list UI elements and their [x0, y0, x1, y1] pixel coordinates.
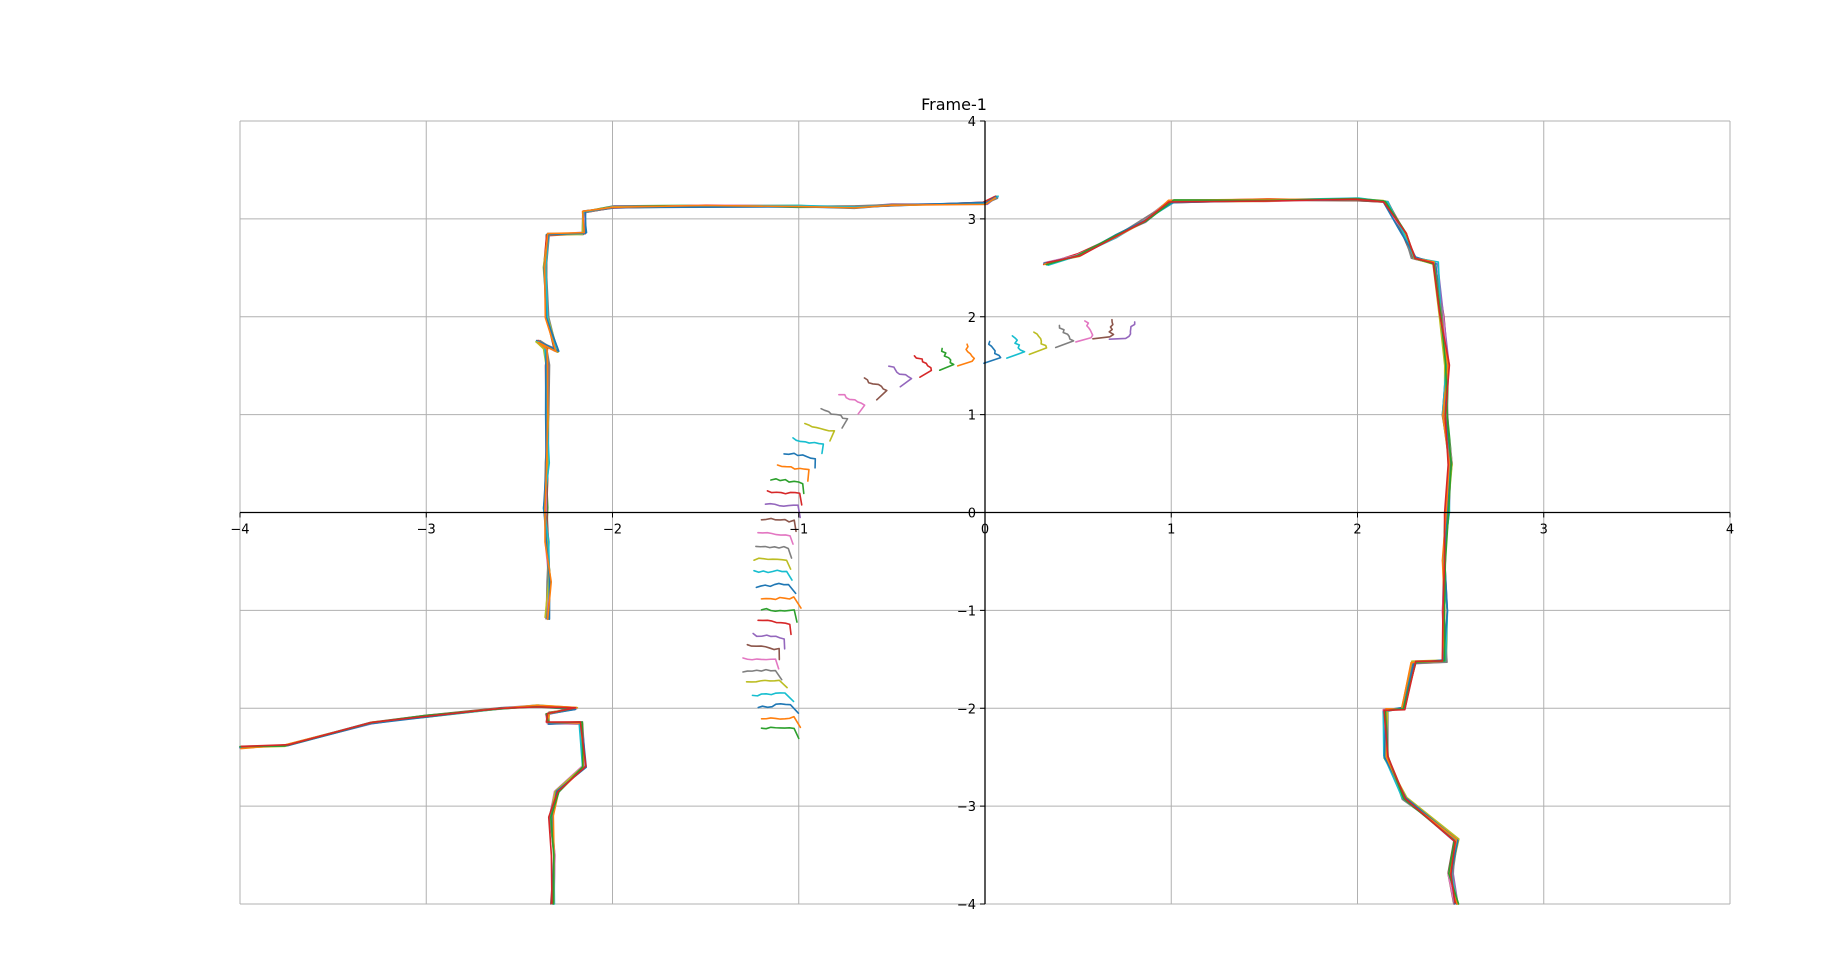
wall-scan-line-1 — [1045, 197, 1460, 905]
wall-scan-line-0 — [537, 197, 997, 621]
y-tick-label: 1 — [968, 409, 976, 424]
y-tick-label: −3 — [957, 800, 976, 815]
wall-scan-line-0 — [537, 195, 999, 621]
arc-scan-segment — [1006, 335, 1026, 359]
arc-scan-segment — [1092, 318, 1115, 340]
wall-scan-line-0 — [536, 196, 995, 619]
x-tick-label: 3 — [1540, 523, 1548, 538]
arc-scan-segment — [804, 422, 836, 442]
wall-scan-line-2 — [239, 705, 588, 905]
arc-scan-segment — [753, 569, 793, 581]
arc-scan-segment — [760, 715, 802, 729]
wall-scan-line-2 — [239, 704, 584, 905]
wall-scan-line-1 — [1043, 198, 1459, 905]
tick-labels: −4 −3 −2 −1 0 1 2 3 4 −4 −3 −2 −1 0 1 2 3 4 — [230, 115, 1734, 913]
arc-scan-segment — [757, 619, 792, 636]
y-tick-label: 3 — [968, 213, 976, 228]
wall-scan-line-2 — [240, 706, 584, 905]
arc-scan-segment — [742, 657, 780, 670]
x-tick-label: −3 — [417, 523, 436, 538]
arc-scan-segment — [757, 531, 794, 545]
y-tick-label: −2 — [957, 702, 976, 717]
arc-scan-segment — [755, 545, 793, 559]
arc-scan-segment — [760, 596, 802, 609]
wall-scan-line-0 — [539, 197, 999, 620]
arc-scan-segment — [752, 632, 786, 650]
wall-scan-line-1 — [1043, 198, 1459, 905]
wall-scan-line-2 — [239, 705, 585, 904]
wall-scan-line-2 — [240, 706, 587, 905]
arc-scan-segment — [838, 393, 866, 415]
arc-scan-segment — [746, 643, 781, 661]
arc-scan-segment — [745, 679, 788, 689]
arc-scan-segment — [888, 365, 913, 388]
arc-scan-segment — [755, 582, 797, 595]
arc-scan-segment — [863, 377, 888, 401]
wall-scan-line-0 — [539, 195, 997, 620]
x-tick-label: 4 — [1726, 523, 1734, 538]
wall-scan-line-2 — [239, 704, 586, 905]
arc-scan-segment — [983, 340, 1002, 365]
x-tick-label: 2 — [1353, 523, 1361, 538]
wall-scan-line-2 — [239, 704, 584, 905]
wall-scan-line-1 — [1045, 197, 1460, 904]
arc-scan-segment — [1108, 321, 1136, 341]
wall-scan-line-1 — [1042, 198, 1459, 905]
arc-scan-segment — [770, 478, 805, 495]
wall-scan-line-0 — [537, 195, 997, 620]
arc-scan-segment — [1075, 320, 1094, 343]
chart-title: Frame-1 — [921, 95, 987, 114]
arc-scan-segment — [783, 452, 817, 469]
arc-scan-segment — [766, 490, 803, 506]
x-tick-label: −1 — [789, 523, 808, 538]
x-tick-label: 0 — [981, 523, 989, 538]
wall-scan-line-0 — [538, 196, 998, 620]
wall-scan-line-2 — [240, 704, 585, 905]
arc-scan-segment — [760, 607, 798, 623]
arc-scan-segment — [760, 726, 800, 740]
wall-scan-line-1 — [1043, 198, 1459, 905]
x-tick-label: −4 — [230, 523, 249, 538]
y-tick-label: 0 — [968, 507, 976, 522]
x-tick-label: −2 — [603, 523, 622, 538]
y-tick-label: 2 — [968, 311, 976, 326]
wall-scan-line-0 — [538, 196, 997, 620]
y-tick-label: 4 — [968, 115, 976, 130]
arc-scan-segment — [760, 517, 797, 533]
wall-scan-line-2 — [240, 704, 584, 905]
wall-scan-line-0 — [535, 197, 996, 619]
wall-scan-line-0 — [535, 197, 999, 620]
plot-series — [239, 195, 1460, 905]
arc-scan-segment — [742, 668, 783, 681]
arc-scan-segment — [764, 502, 801, 519]
wall-scan-line-2 — [239, 705, 584, 905]
wall-scan-line-0 — [535, 195, 998, 620]
x-tick-label: 1 — [1167, 523, 1175, 538]
wall-scan-line-1 — [1043, 198, 1459, 905]
wall-scan-line-0 — [539, 197, 996, 619]
wall-scan-line-1 — [1043, 197, 1459, 905]
arc-scan-segment — [792, 437, 825, 455]
arc-scan-segment — [913, 355, 933, 378]
arc-scan-segment — [1028, 331, 1048, 356]
wall-scan-line-1 — [1047, 197, 1459, 905]
arc-scan-segment — [776, 464, 810, 482]
wall-scan-line-1 — [1047, 199, 1455, 905]
wall-scan-line-1 — [1047, 198, 1458, 905]
arc-scan-segment — [820, 407, 849, 429]
arc-scan-segment — [753, 557, 792, 570]
wall-scan-line-1 — [1046, 198, 1457, 904]
arc-scan-segment — [757, 703, 800, 714]
arc-scan-segment — [1054, 324, 1075, 349]
y-tick-label: −1 — [957, 604, 976, 619]
arc-scan-segment — [938, 347, 955, 372]
arc-scan-segment — [956, 343, 976, 367]
y-tick-label: −4 — [957, 898, 976, 913]
arc-scan-segment — [751, 692, 795, 703]
